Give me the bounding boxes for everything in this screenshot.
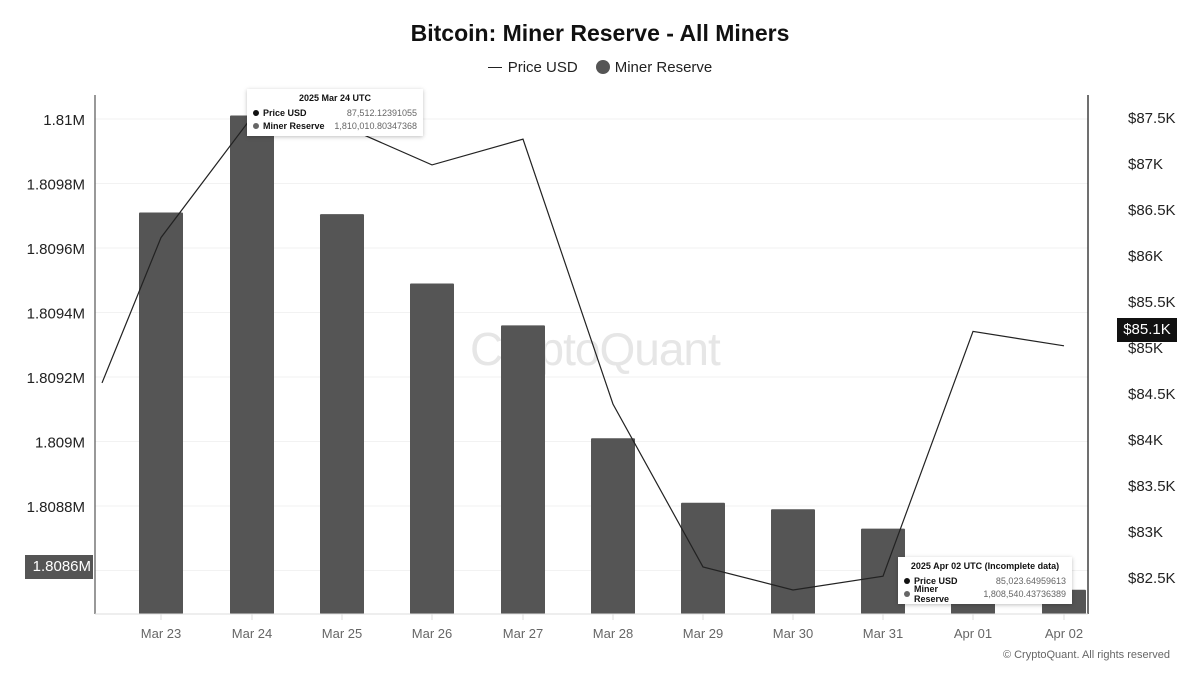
reserve-bar[interactable]	[230, 115, 274, 614]
tooltip-reserve-value: 1,808,540.43736389	[983, 588, 1066, 599]
tooltip-reserve-label: Miner Reserve	[913, 583, 950, 604]
x-axis-tick: Mar 24	[232, 626, 272, 641]
price-dot-icon	[904, 577, 910, 584]
reserve-dot-legend-icon	[595, 60, 610, 75]
reserve-bar[interactable]	[591, 438, 635, 614]
copyright: © CryptoQuant. All rights reserved	[1002, 649, 1170, 661]
legend-price-label[interactable]: Price USD	[507, 58, 578, 76]
right-axis-tick: $84.5K	[1128, 386, 1176, 403]
x-axis-tick: Mar 31	[863, 626, 903, 641]
price-line-legend-icon	[487, 66, 502, 68]
bars	[139, 115, 1086, 614]
reserve-bar[interactable]	[861, 528, 905, 614]
right-axis-tick: $87.5K	[1128, 110, 1176, 127]
right-axis-ticks: $87.5K $87K $86.5K $86K $85.5K $85K $84.5K $84K…	[1128, 110, 1176, 587]
left-axis-tick: 1.8098M	[27, 177, 85, 194]
tooltip-date: 2025 Apr 02 UTC (Incomplete data)	[910, 561, 1060, 571]
x-axis-tick: Mar 26	[412, 626, 452, 641]
x-axis-tick: Mar 28	[593, 626, 633, 641]
right-axis-tick: $85K	[1128, 340, 1163, 357]
right-axis-highlight: $85.1K	[1117, 318, 1177, 342]
right-axis-tick: $84K	[1128, 432, 1163, 449]
left-axis-tick: 1.809M	[35, 435, 85, 452]
tooltip-reserve-value: 1,810,010.80347368	[334, 120, 417, 131]
left-axis-tick: 1.8088M	[27, 499, 85, 516]
tooltip-price-label: Price USD	[914, 575, 958, 586]
right-axis-tick: $83.5K	[1128, 478, 1176, 495]
x-axis-tick: Mar 29	[683, 626, 723, 641]
x-axis-ticks: Mar 23 Mar 24 Mar 25 Mar 26 Mar 27 Mar 28 Mar …	[141, 614, 1083, 641]
legend: Price USD Miner Reserve	[0, 58, 1200, 76]
right-axis-tick: $87K	[1128, 156, 1163, 173]
left-axis-ticks: 1.81M 1.8098M 1.8096M 1.8094M 1.8092M 1.809M 1…	[27, 112, 85, 516]
reserve-bar[interactable]	[410, 283, 454, 614]
tooltip-price-label: Price USD	[263, 107, 307, 118]
chart-title: Bitcoin: Miner Reserve - All Miners	[410, 20, 790, 46]
tooltip-mar24: 2025 Mar 24 UTC Price USD 87,512.12391055…	[247, 89, 423, 136]
reserve-dot-icon	[904, 590, 910, 597]
x-axis-tick: Mar 27	[503, 626, 543, 641]
x-axis-tick: Apr 02	[1045, 626, 1083, 641]
x-axis-tick: Mar 25	[322, 626, 362, 641]
right-axis-tick: $82.5K	[1128, 570, 1176, 587]
reserve-bar[interactable]	[501, 325, 545, 614]
reserve-bar[interactable]	[320, 214, 364, 614]
price-line	[101, 116, 1065, 591]
left-axis-tick: 1.81M	[43, 112, 85, 129]
right-axis-tick: $86.5K	[1128, 202, 1176, 219]
left-axis-highlight: 1.8086M	[25, 555, 93, 579]
x-axis-tick: Mar 23	[141, 626, 181, 641]
reserve-bar[interactable]	[139, 212, 183, 614]
x-axis-tick: Mar 30	[773, 626, 813, 641]
legend-reserve-label[interactable]: Miner Reserve	[614, 58, 713, 76]
right-axis-tick: $83K	[1128, 524, 1163, 541]
left-axis-tick: 1.8092M	[27, 370, 85, 387]
right-axis-tick: $85.5K	[1128, 294, 1176, 311]
tooltip-price-value: 87,512.12391055	[346, 107, 417, 118]
reserve-bar[interactable]	[681, 502, 725, 614]
x-axis-tick: Apr 01	[954, 626, 992, 641]
reserve-bar[interactable]	[771, 509, 815, 614]
tooltip-reserve-label: Miner Reserve	[263, 120, 325, 131]
right-axis-tick: $86K	[1128, 248, 1163, 265]
reserve-dot-icon	[253, 122, 259, 129]
tooltip-price-value: 85,023.64959613	[995, 575, 1066, 586]
price-dot-icon	[253, 109, 259, 116]
tooltip-date: 2025 Mar 24 UTC	[298, 93, 372, 103]
left-axis-tick: 1.8096M	[27, 241, 85, 258]
tooltip-apr02: 2025 Apr 02 UTC (Incomplete data) Price …	[898, 557, 1072, 604]
left-axis-tick: 1.8094M	[27, 306, 85, 323]
axes	[94, 95, 1089, 615]
